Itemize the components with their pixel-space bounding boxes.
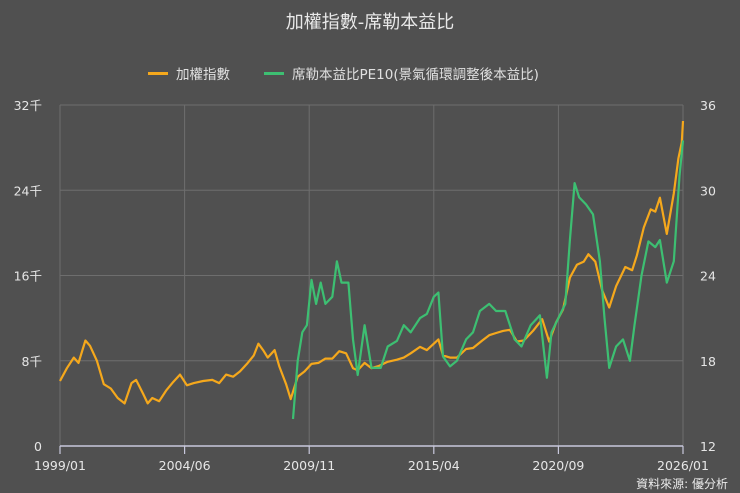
y-axis-right: 12 18 24 30 36 (700, 98, 716, 454)
x-tick-label: 2004/06 (159, 458, 211, 473)
legend-item-pe10[interactable]: 席勒本益比PE10(景氣循環調整後本益比) (264, 63, 539, 83)
legend-label-pe10: 席勒本益比PE10(景氣循環調整後本益比) (292, 67, 539, 83)
x-tick-label: 2009/11 (283, 458, 335, 473)
y-axis-left: 0 8千 16千 24千 32千 (14, 98, 42, 454)
y-left-tick-label: 24千 (14, 183, 42, 198)
chart-legend: 加權指數 席勒本益比PE10(景氣循環調整後本益比) (0, 63, 740, 83)
legend-swatch-taiex-icon (148, 71, 168, 75)
series-line-pe10 (291, 140, 685, 420)
x-tick-label: 2026/01 (657, 458, 709, 473)
y-left-tick-label: 0 (34, 439, 42, 454)
y-right-tick-label: 18 (700, 354, 716, 369)
y-left-tick-label: 32千 (14, 98, 42, 113)
y-right-tick-label: 30 (700, 183, 716, 198)
series-line-taiex (59, 120, 685, 405)
x-tick-label: 1999/01 (34, 458, 86, 473)
data-source-note: 資料來源: 優分析 (636, 477, 728, 491)
x-axis: 1999/01 2004/06 2009/11 2015/04 2020/09 2026/… (34, 445, 709, 473)
legend-swatch-pe10-icon (264, 71, 284, 75)
x-tick-label: 2020/09 (532, 458, 584, 473)
y-right-tick-label: 12 (700, 439, 716, 454)
legend-label-taiex: 加權指數 (176, 67, 230, 83)
y-right-tick-label: 36 (700, 98, 716, 113)
x-tick-label: 2015/04 (408, 458, 460, 473)
y-right-tick-label: 24 (700, 269, 716, 284)
chart-title: 加權指數-席勒本益比 (285, 12, 455, 33)
y-left-tick-label: 8千 (22, 354, 42, 369)
grid-lines (59, 104, 684, 446)
legend-item-taiex[interactable]: 加權指數 (148, 63, 230, 83)
y-left-tick-label: 16千 (14, 269, 42, 284)
